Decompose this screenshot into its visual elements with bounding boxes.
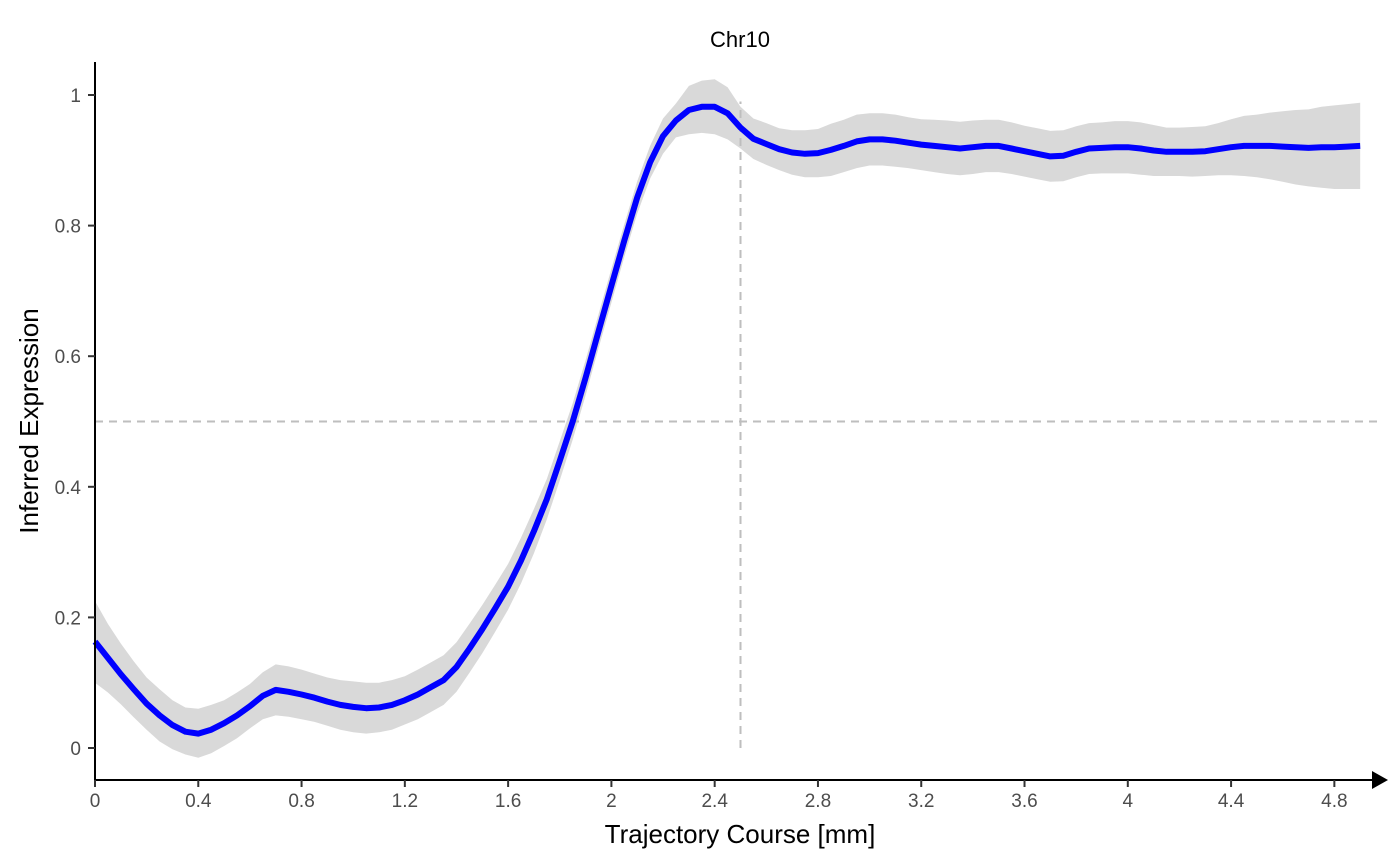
x-tick-label: 0.4 [185, 791, 212, 812]
plot-area [92, 79, 1382, 758]
y-axis-title: Inferred Expression [14, 308, 44, 533]
x-axis-title: Trajectory Course [mm] [605, 819, 876, 849]
confidence-ribbon [95, 79, 1361, 758]
x-tick-label: 4.8 [1321, 791, 1347, 812]
x-tick-label: 2.8 [805, 791, 831, 812]
y-tick-label: 0.6 [55, 347, 81, 368]
x-axis-arrow-icon [1372, 771, 1388, 789]
y-tick-label: 0 [70, 739, 81, 760]
chart-title: Chr10 [710, 27, 770, 52]
x-tick-label: 2.4 [701, 791, 728, 812]
series-line [92, 103, 1361, 737]
x-tick-label: 3.2 [908, 791, 934, 812]
x-tick-label: 0 [90, 791, 101, 812]
y-tick-label: 1 [70, 86, 81, 107]
x-tick-label: 0.8 [288, 791, 314, 812]
x-tick-label: 4.4 [1218, 791, 1245, 812]
y-tick-label: 0.8 [55, 217, 81, 238]
x-tick-label: 1.2 [392, 791, 418, 812]
x-tick-label: 1.6 [495, 791, 521, 812]
y-tick-label: 0.2 [55, 608, 81, 629]
y-tick-label: 0.4 [55, 478, 82, 499]
axes: 0 0.4 0.8 1.2 1.6 2 2.4 2.8 3.2 3.6 4 4.4 4.8 0 0.2 0.4… [55, 62, 1388, 812]
x-tick-label: 4 [1123, 791, 1134, 812]
x-tick-label: 3.6 [1011, 791, 1037, 812]
x-tick-label: 2 [606, 791, 617, 812]
